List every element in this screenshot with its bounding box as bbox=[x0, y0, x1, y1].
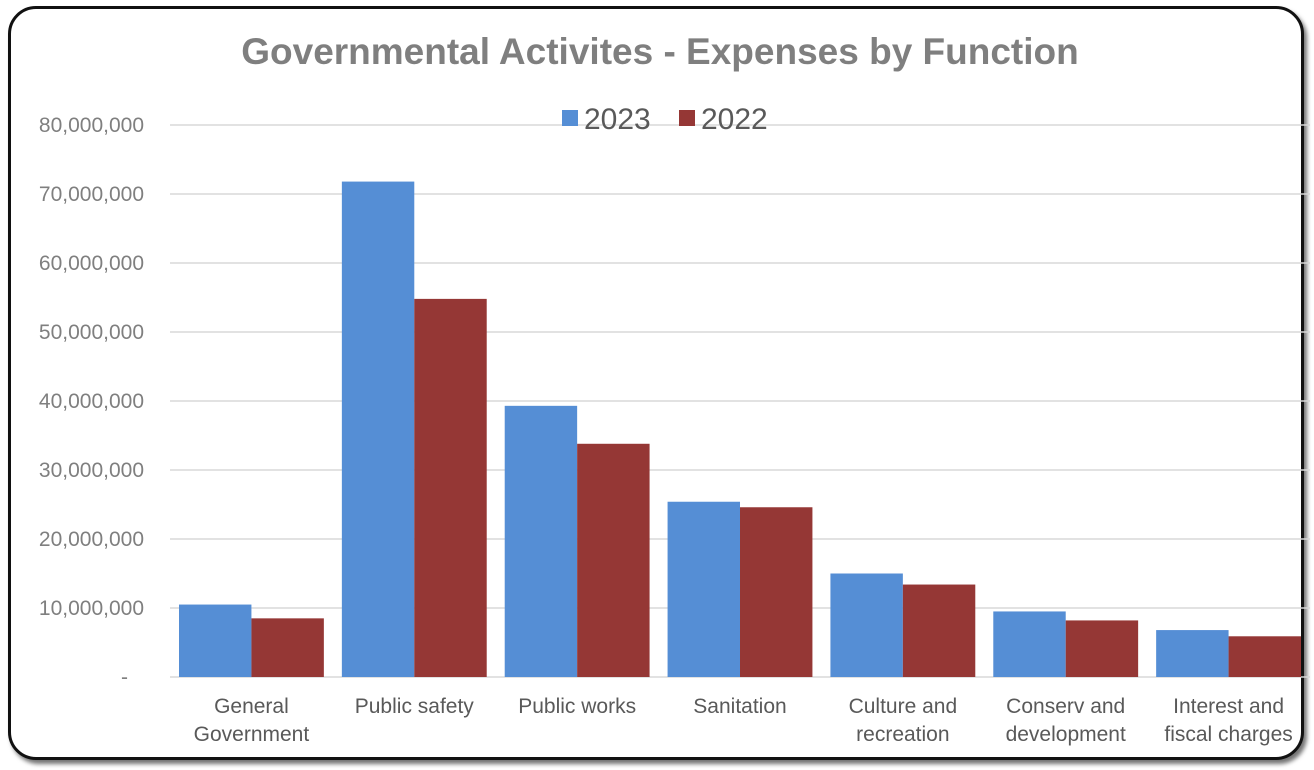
x-axis-category-labels: General Government Public safety Public wor… bbox=[194, 695, 1293, 746]
legend-label-2023: 2023 bbox=[584, 103, 651, 136]
x-category-label-line: fiscal charges bbox=[1164, 723, 1292, 746]
bar-2022-3 bbox=[740, 507, 813, 677]
y-tick-label: 40,000,000 bbox=[39, 390, 144, 413]
y-tick-label: 20,000,000 bbox=[39, 528, 144, 551]
bar-2023-1 bbox=[341, 181, 415, 677]
y-tick-label: 70,000,000 bbox=[39, 183, 144, 206]
x-category-label-line: General bbox=[214, 695, 289, 718]
legend-swatch-2022 bbox=[679, 110, 695, 126]
y-axis-tick-labels: - 10,000,000 20,000,000 30,000,000 40,000,00… bbox=[39, 114, 144, 689]
y-tick-label: 80,000,000 bbox=[39, 114, 144, 137]
bar-2023-6 bbox=[1156, 630, 1229, 677]
bar-2023-2 bbox=[504, 405, 578, 677]
y-tick-label: - bbox=[121, 666, 128, 689]
legend: 2023 2022 bbox=[562, 103, 768, 136]
bar-2022-2 bbox=[577, 443, 650, 677]
x-category-label: Public works bbox=[518, 695, 636, 718]
bar-2023-5 bbox=[993, 611, 1066, 677]
x-category-label: Sanitation bbox=[693, 695, 786, 718]
x-category-label: Interest and fiscal charges bbox=[1164, 695, 1292, 746]
bars bbox=[179, 181, 1301, 677]
bar-2022-0 bbox=[251, 618, 324, 677]
legend-label-2022: 2022 bbox=[701, 103, 768, 136]
x-category-label: General Government bbox=[194, 695, 310, 746]
y-tick-label: 10,000,000 bbox=[39, 597, 144, 620]
bar-2022-6 bbox=[1228, 636, 1301, 677]
bar-2023-4 bbox=[830, 573, 903, 677]
x-category-label-line: recreation bbox=[856, 723, 949, 746]
chart-title: Governmental Activites - Expenses by Fun… bbox=[241, 31, 1079, 72]
x-category-label-line: development bbox=[1006, 723, 1126, 746]
x-category-label-line: Sanitation bbox=[693, 695, 786, 718]
y-tick-label: 60,000,000 bbox=[39, 252, 144, 275]
bar-2023-0 bbox=[179, 604, 252, 677]
bar-2022-1 bbox=[414, 298, 487, 677]
bar-2023-3 bbox=[667, 501, 740, 677]
bar-2022-4 bbox=[902, 584, 976, 677]
x-category-label: Public safety bbox=[355, 695, 475, 718]
x-category-label-line: Government bbox=[194, 723, 310, 746]
legend-swatch-2023 bbox=[562, 110, 578, 126]
x-category-label-line: Public safety bbox=[355, 695, 475, 718]
y-tick-label: 50,000,000 bbox=[39, 321, 144, 344]
x-category-label-line: Culture and bbox=[849, 695, 958, 718]
x-category-label-line: Conserv and bbox=[1006, 695, 1125, 718]
x-category-label-line: Interest and bbox=[1173, 695, 1284, 718]
x-category-label: Conserv and development bbox=[1006, 695, 1126, 746]
x-category-label: Culture and recreation bbox=[849, 695, 958, 746]
x-category-label-line: Public works bbox=[518, 695, 636, 718]
y-tick-label: 30,000,000 bbox=[39, 459, 144, 482]
bar-2022-5 bbox=[1065, 620, 1139, 677]
